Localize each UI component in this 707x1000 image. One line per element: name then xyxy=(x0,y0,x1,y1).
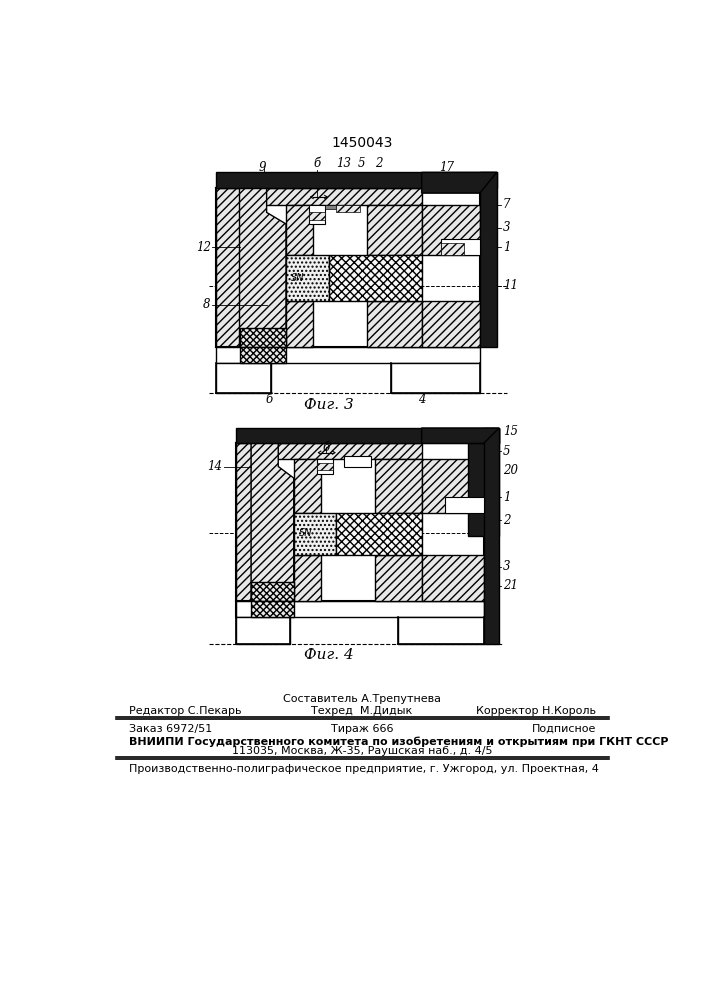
Polygon shape xyxy=(309,205,325,224)
Polygon shape xyxy=(293,555,321,601)
Text: 5: 5 xyxy=(503,445,510,458)
Text: Фиг. 3: Фиг. 3 xyxy=(304,398,354,412)
Text: 2: 2 xyxy=(375,157,382,170)
Text: 15: 15 xyxy=(503,425,518,438)
Polygon shape xyxy=(293,513,337,555)
Polygon shape xyxy=(216,347,480,363)
Text: 8: 8 xyxy=(204,298,211,311)
Text: 21: 21 xyxy=(503,579,518,592)
Polygon shape xyxy=(421,301,480,347)
Polygon shape xyxy=(480,172,497,347)
Text: 1450043: 1450043 xyxy=(332,136,392,150)
Polygon shape xyxy=(251,443,293,636)
Text: 5: 5 xyxy=(358,157,365,170)
Polygon shape xyxy=(368,301,421,347)
Text: 4: 4 xyxy=(418,393,426,406)
Polygon shape xyxy=(251,443,421,459)
Text: 11: 11 xyxy=(503,279,518,292)
Polygon shape xyxy=(329,255,421,301)
Polygon shape xyxy=(317,463,332,470)
Polygon shape xyxy=(251,601,293,617)
Polygon shape xyxy=(484,428,499,644)
Polygon shape xyxy=(240,328,286,347)
Text: 14: 14 xyxy=(206,460,222,473)
Text: Фиг. 4: Фиг. 4 xyxy=(304,648,354,662)
Polygon shape xyxy=(293,459,321,513)
Text: б: б xyxy=(265,393,272,406)
Polygon shape xyxy=(235,617,290,644)
Polygon shape xyxy=(325,205,337,209)
Text: 3: 3 xyxy=(503,221,510,234)
Polygon shape xyxy=(251,582,293,601)
Text: 20: 20 xyxy=(503,464,518,477)
Polygon shape xyxy=(286,301,313,347)
Text: Тираж 666: Тираж 666 xyxy=(331,724,393,734)
Text: 1: 1 xyxy=(503,491,510,504)
Polygon shape xyxy=(240,188,286,347)
Polygon shape xyxy=(445,497,484,513)
Polygon shape xyxy=(375,459,421,513)
Text: 1: 1 xyxy=(503,241,510,254)
Polygon shape xyxy=(398,617,484,644)
Text: SN: SN xyxy=(298,528,312,538)
Text: Составитель А.Трепутнева: Составитель А.Трепутнева xyxy=(283,694,441,704)
Polygon shape xyxy=(235,601,484,617)
Text: SN: SN xyxy=(291,273,305,283)
Polygon shape xyxy=(209,420,526,647)
Polygon shape xyxy=(240,188,421,205)
Polygon shape xyxy=(286,205,313,255)
Text: Редактор С.Пекарь: Редактор С.Пекарь xyxy=(129,706,241,716)
Polygon shape xyxy=(375,555,421,601)
Text: Корректор Н.Король: Корректор Н.Король xyxy=(476,706,596,716)
Text: Подписное: Подписное xyxy=(532,724,596,734)
Text: 9: 9 xyxy=(259,161,267,174)
Text: 2: 2 xyxy=(503,514,510,527)
Polygon shape xyxy=(391,363,480,393)
Polygon shape xyxy=(344,456,371,466)
Polygon shape xyxy=(337,513,421,555)
Text: Техред  М.Дидык: Техред М.Дидык xyxy=(311,706,413,716)
Polygon shape xyxy=(421,459,484,513)
Polygon shape xyxy=(216,172,497,188)
Polygon shape xyxy=(317,459,332,474)
Polygon shape xyxy=(337,205,360,212)
Polygon shape xyxy=(421,172,497,193)
Text: б: б xyxy=(313,157,320,170)
Polygon shape xyxy=(368,205,421,255)
Polygon shape xyxy=(441,239,480,255)
Polygon shape xyxy=(240,347,286,363)
Polygon shape xyxy=(421,428,499,443)
Polygon shape xyxy=(441,243,464,255)
Text: Производственно-полиграфическое предприятие, г. Ужгород, ул. Проектная, 4: Производственно-полиграфическое предприя… xyxy=(129,764,599,774)
Polygon shape xyxy=(421,555,484,601)
Text: 7: 7 xyxy=(503,198,510,211)
Text: ВНИИПИ Государственного комитета по изобретениям и открытиям при ГКНТ СССР: ВНИИПИ Государственного комитета по изоб… xyxy=(129,736,668,747)
Polygon shape xyxy=(286,255,329,301)
Text: 13: 13 xyxy=(337,157,351,170)
Polygon shape xyxy=(216,188,240,347)
Polygon shape xyxy=(235,443,251,636)
Polygon shape xyxy=(216,363,271,393)
Polygon shape xyxy=(309,212,325,220)
Polygon shape xyxy=(209,162,518,405)
Text: б: б xyxy=(322,441,330,454)
Text: 113035, Москва, Ж-35, Раушская наб., д. 4/5: 113035, Москва, Ж-35, Раушская наб., д. … xyxy=(232,746,492,756)
Text: 17: 17 xyxy=(439,161,454,174)
Text: 3: 3 xyxy=(503,560,510,573)
Text: 12: 12 xyxy=(196,241,211,254)
Polygon shape xyxy=(235,428,499,443)
Text: Заказ 6972/51: Заказ 6972/51 xyxy=(129,724,212,734)
Polygon shape xyxy=(468,428,499,536)
Polygon shape xyxy=(421,205,480,255)
